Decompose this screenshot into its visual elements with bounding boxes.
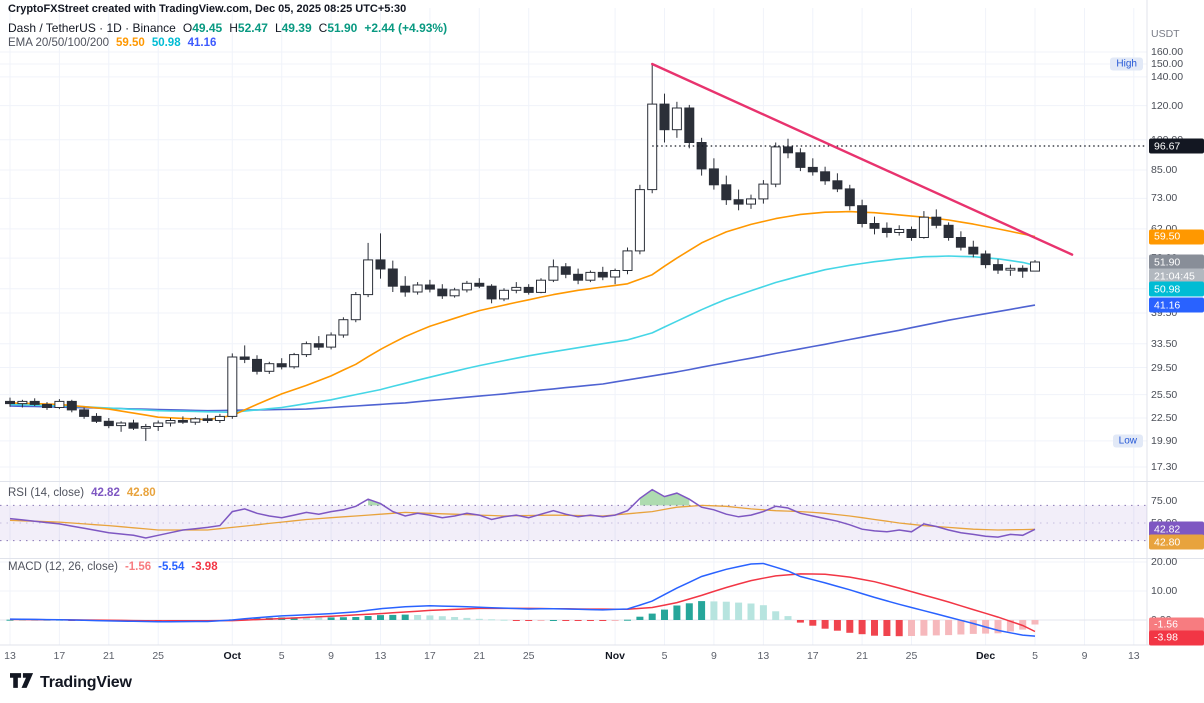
ohlc-high-label: H (229, 21, 238, 35)
macd-line-value: -5.54 (158, 561, 185, 573)
ohlc-low-value: 49.39 (281, 21, 312, 35)
ohlc-open-label: O (182, 21, 193, 35)
ema-legend[interactable]: EMA 20/50/100/200 59.50 50.98 41.16 (8, 37, 216, 49)
ohlc-close-label: C (318, 21, 328, 35)
symbol-title: Dash / TetherUS · 1D · Binance (8, 21, 176, 35)
attribution-text: CryptoFXStreet created with TradingView.… (8, 3, 407, 15)
ema100-value: 41.16 (187, 37, 217, 49)
tradingview-logo-icon (10, 671, 34, 695)
change-value: +2.44 (+4.93%) (364, 21, 448, 35)
symbol-legend[interactable]: Dash / TetherUS · 1D · Binance O49.45 H52.… (8, 21, 447, 35)
rsi-legend[interactable]: RSI (14, close) 42.82 42.80 (8, 487, 156, 499)
macd-hist-value: -1.56 (124, 561, 152, 573)
macd-legend[interactable]: MACD (12, 26, close) -1.56 -5.54 -3.98 (8, 561, 218, 573)
ohlc-close-value: 51.90 (327, 21, 358, 35)
ohlc-open-value: 49.45 (192, 21, 223, 35)
ema-label: EMA 20/50/100/200 (8, 37, 110, 49)
rsi-label: RSI (14, close) (8, 487, 85, 499)
macd-signal-value: -3.98 (191, 561, 218, 573)
ohlc-high-value: 52.47 (237, 21, 268, 35)
axis-currency-label: USDT (1151, 28, 1180, 40)
rsi-ma-value: 42.80 (126, 487, 156, 499)
ema50-value: 50.98 (151, 37, 181, 49)
ohlc-low-label: L (274, 21, 282, 35)
tradingview-logo[interactable]: TradingView (10, 671, 132, 695)
rsi-value: 42.82 (91, 487, 120, 499)
macd-label: MACD (12, 26, close) (8, 561, 118, 573)
tradingview-logo-text: TradingView (40, 674, 132, 691)
ema20-value: 59.50 (116, 37, 145, 49)
